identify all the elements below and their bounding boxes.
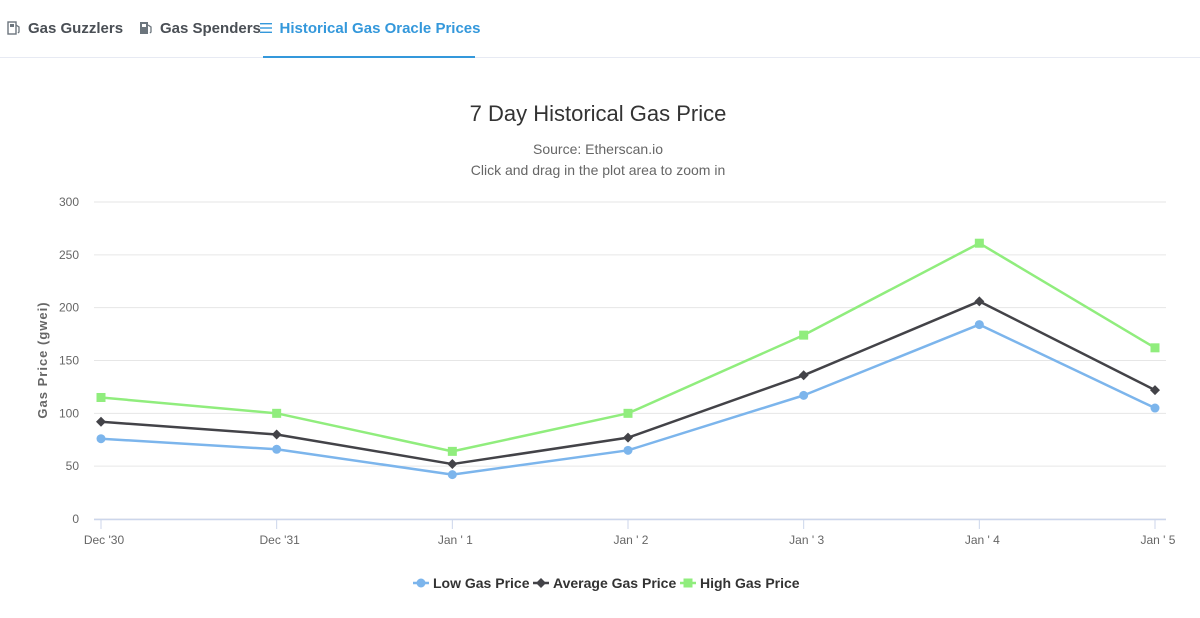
legend-label: Low Gas Price — [433, 575, 530, 591]
low-gas-price-point[interactable] — [272, 444, 282, 454]
low-gas-price-point[interactable] — [974, 320, 984, 330]
gas-pump-filled-icon — [138, 20, 154, 36]
legend-item-low-gas-price[interactable]: Low Gas Price — [413, 575, 530, 591]
gas-pump-icon — [6, 20, 22, 36]
low-gas-price-point[interactable] — [1150, 403, 1160, 413]
x-tick-label: Jan ' 3 — [789, 533, 824, 547]
legend-marker — [536, 578, 546, 588]
high-gas-price-point[interactable] — [623, 408, 633, 418]
legend-label: Average Gas Price — [553, 575, 676, 591]
x-tick-label: Jan ' 4 — [965, 533, 1000, 547]
high-gas-price-point[interactable] — [272, 408, 282, 418]
legend-item-high-gas-price[interactable]: High Gas Price — [680, 575, 800, 591]
legend-symbol[interactable] — [683, 578, 693, 588]
y-tick-label: 0 — [72, 512, 79, 526]
average-gas-price-point[interactable] — [1150, 385, 1160, 396]
legend-symbol[interactable] — [536, 578, 546, 588]
list-icon — [258, 20, 274, 36]
x-tick-label: Dec '31 — [260, 533, 301, 547]
x-tick-label: Jan ' 1 — [438, 533, 473, 547]
high-gas-price-series — [96, 238, 1160, 456]
high-gas-price-point[interactable] — [96, 392, 106, 402]
y-tick-label: 50 — [66, 459, 80, 473]
tab-historical-gas-oracle-prices[interactable]: Historical Gas Oracle Prices — [259, 0, 480, 58]
legend-label: High Gas Price — [700, 575, 800, 591]
y-tick-label: 150 — [59, 354, 79, 368]
y-tick-label: 200 — [59, 301, 79, 315]
legend-marker — [683, 578, 693, 588]
legend-item-average-gas-price[interactable]: Average Gas Price — [533, 575, 676, 591]
low-gas-price-point[interactable] — [96, 434, 106, 444]
chart-container[interactable]: 7 Day Historical Gas Price Source: Ether… — [0, 58, 1200, 613]
average-gas-price-point[interactable] — [96, 416, 106, 427]
high-gas-price-line — [99, 241, 1157, 453]
y-tick-label: 250 — [59, 248, 79, 262]
tab-label: Gas Spenders — [160, 19, 261, 37]
chart-title: 7 Day Historical Gas Price — [470, 101, 727, 126]
legend-marker — [416, 578, 426, 588]
tab-gas-spenders[interactable]: Gas Spenders — [138, 0, 261, 56]
low-gas-price-series — [96, 320, 1160, 480]
x-tick-label: Jan ' 2 — [614, 533, 649, 547]
average-gas-price-point[interactable] — [623, 432, 633, 443]
low-gas-price-point[interactable] — [447, 470, 457, 480]
low-gas-price-point[interactable] — [799, 390, 809, 400]
y-tick-label: 300 — [59, 195, 79, 209]
average-gas-price-point[interactable] — [798, 370, 809, 381]
high-gas-price-point[interactable] — [1150, 343, 1160, 353]
average-gas-price-point[interactable] — [974, 296, 985, 307]
active-tab-underline — [263, 56, 475, 58]
x-tick-label: Jan ' 5 — [1141, 533, 1176, 547]
x-tick-label: Dec '30 — [84, 533, 125, 547]
high-gas-price-point[interactable] — [799, 330, 809, 340]
tab-bar: Gas Guzzlers Gas Spenders Historical Gas… — [0, 0, 1200, 58]
average-gas-price-point[interactable] — [447, 459, 458, 470]
gas-price-chart[interactable]: 7 Day Historical Gas Price Source: Ether… — [0, 58, 1200, 613]
chart-zoom-hint: Click and drag in the plot area to zoom … — [471, 162, 725, 178]
tab-gas-guzzlers[interactable]: Gas Guzzlers — [6, 0, 123, 56]
high-gas-price-point[interactable] — [447, 446, 457, 456]
y-axis-label: Gas Price (gwei) — [35, 301, 50, 418]
tab-label: Gas Guzzlers — [28, 19, 124, 37]
legend-symbol[interactable] — [416, 578, 426, 588]
tab-label: Historical Gas Oracle Prices — [279, 19, 481, 37]
y-tick-label: 100 — [59, 406, 79, 420]
average-gas-price-series — [96, 296, 1160, 470]
chart-subtitle: Source: Etherscan.io — [533, 141, 663, 157]
high-gas-price-point[interactable] — [974, 238, 984, 248]
average-gas-price-point[interactable] — [271, 429, 282, 440]
low-gas-price-point[interactable] — [623, 445, 633, 455]
